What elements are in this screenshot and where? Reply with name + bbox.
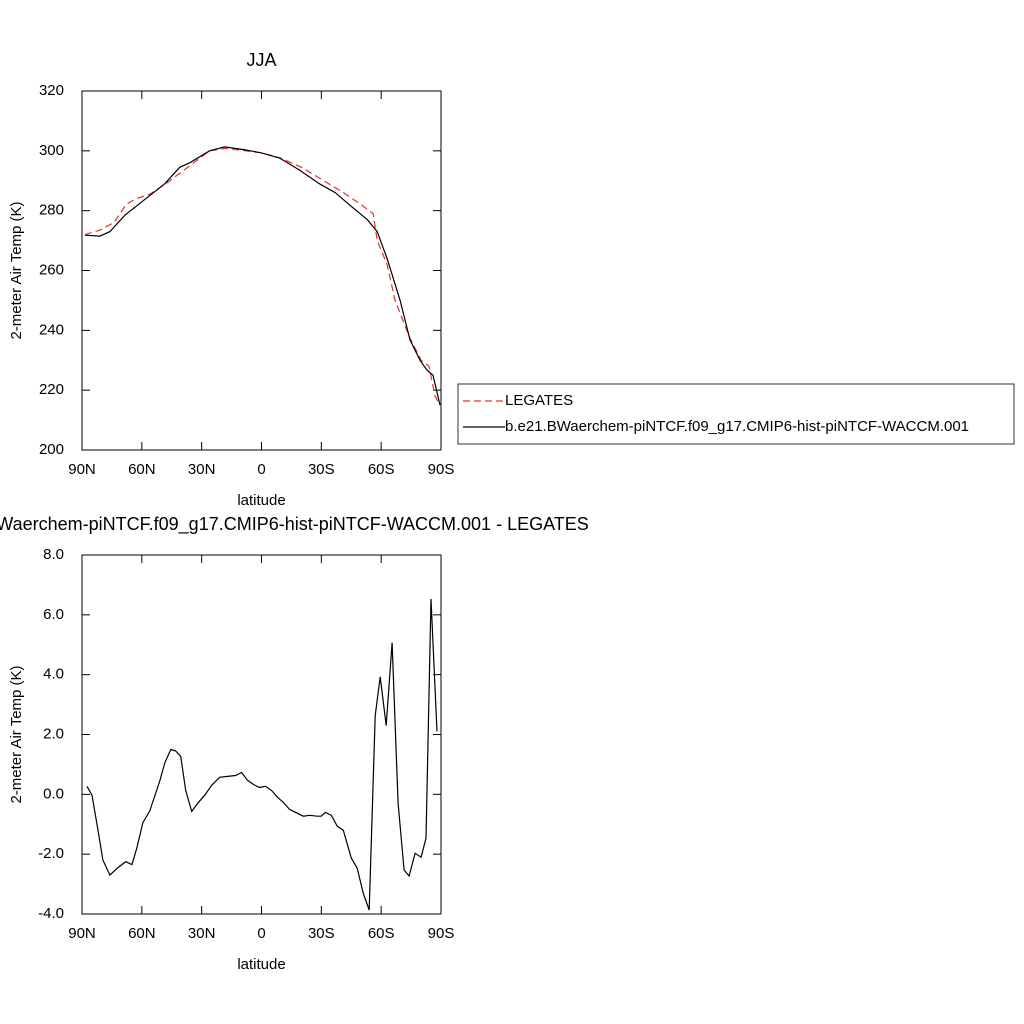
x-tick-label: 60N	[128, 461, 156, 478]
y-tick-label: 8.0	[43, 546, 64, 563]
x-tick-label: 30N	[188, 925, 216, 942]
y-tick-label: -4.0	[38, 905, 64, 922]
series-line	[86, 598, 438, 911]
x-tick-label: 90S	[428, 461, 455, 478]
y-tick-label: 2.0	[43, 725, 64, 742]
plot-frame	[81, 90, 442, 451]
legend-box	[457, 383, 1015, 445]
chart-title: JJA	[246, 50, 276, 70]
y-tick-label: 200	[39, 441, 64, 458]
x-tick-label: 90N	[68, 925, 96, 942]
y-tick-label: 260	[39, 261, 64, 278]
x-axis-label: latitude	[237, 956, 285, 973]
x-tick-label: 30S	[308, 925, 335, 942]
y-tick-label: 320	[39, 82, 64, 99]
series-line	[84, 147, 441, 406]
x-tick-label: 90N	[68, 461, 96, 478]
x-tick-label: 30S	[308, 461, 335, 478]
chart-title: b.e21.BWaerchem-piNTCF.f09_g17.CMIP6-his…	[0, 514, 589, 535]
plot-frame	[81, 554, 442, 915]
x-tick-label: 60S	[368, 461, 395, 478]
y-tick-label: -2.0	[38, 845, 64, 862]
y-tick-label: 4.0	[43, 666, 64, 683]
series-line	[84, 146, 441, 406]
x-tick-label: 60S	[368, 925, 395, 942]
x-tick-label: 90S	[428, 925, 455, 942]
y-axis-label: 2-meter Air Temp (K)	[8, 665, 25, 803]
x-axis-label: latitude	[237, 492, 285, 509]
x-tick-label: 60N	[128, 925, 156, 942]
x-tick-label: 30N	[188, 461, 216, 478]
y-axis-label: 2-meter Air Temp (K)	[8, 201, 25, 339]
x-tick-label: 0	[257, 925, 265, 942]
y-tick-label: 220	[39, 381, 64, 398]
y-tick-label: 0.0	[43, 785, 64, 802]
y-tick-label: 280	[39, 202, 64, 219]
legend-label: b.e21.BWaerchem-piNTCF.f09_g17.CMIP6-his…	[505, 418, 969, 435]
y-tick-label: 240	[39, 321, 64, 338]
y-tick-label: 6.0	[43, 606, 64, 623]
legend-label: LEGATES	[505, 392, 573, 409]
x-tick-label: 0	[257, 461, 265, 478]
y-tick-label: 300	[39, 142, 64, 159]
